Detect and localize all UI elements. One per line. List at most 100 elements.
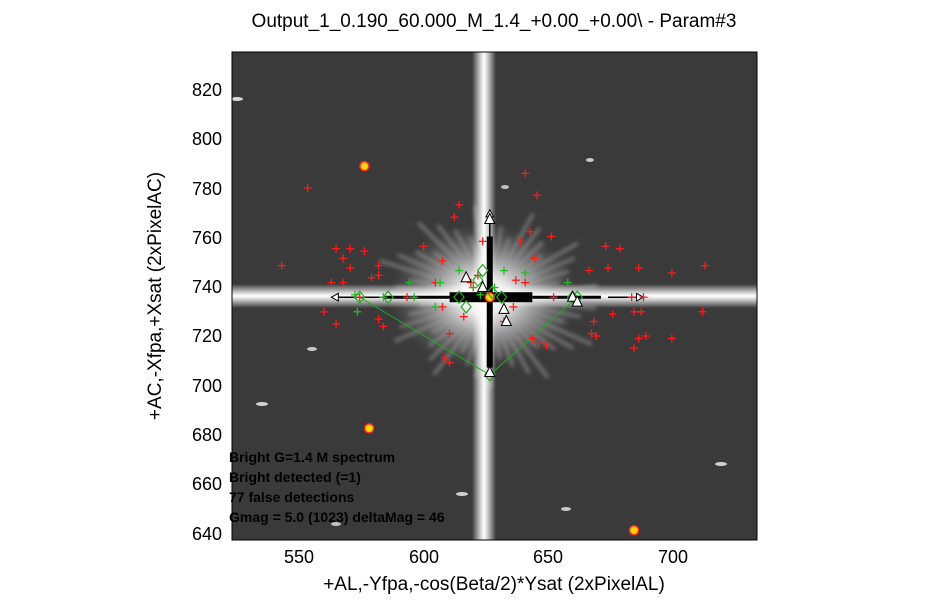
plus-marker	[700, 261, 709, 270]
plus-marker	[563, 278, 572, 287]
plus-marker	[327, 278, 336, 287]
plus-marker	[320, 307, 329, 316]
diamond-marker	[486, 285, 498, 300]
annotation-line: Gmag = 5.0 (1023) deltaMag = 46	[229, 509, 445, 525]
y-tick-label: 800	[192, 129, 222, 149]
plus-marker	[438, 302, 447, 311]
triangle-marker	[498, 302, 510, 314]
faint-source	[331, 522, 341, 526]
plus-marker	[667, 268, 676, 277]
plus-marker	[445, 329, 454, 338]
plus-marker	[589, 317, 598, 326]
plus-marker	[521, 268, 530, 277]
y-tick-label: 820	[192, 80, 222, 100]
plus-marker	[637, 307, 646, 316]
plus-marker	[516, 237, 525, 246]
plus-marker	[339, 278, 348, 287]
y-axis-label: +AC,-Xfpa,+Xsat (2xPixelAC)	[145, 172, 166, 420]
plus-marker	[547, 232, 556, 241]
vector-arrow-head	[330, 292, 339, 302]
chart-title: Output_1_0.190_60.000_M_1.4_+0.00_+0.00\…	[252, 11, 737, 32]
y-tick-label: 720	[192, 326, 222, 346]
plus-marker	[634, 264, 643, 273]
annotation-box: Bright G=1.4 M spectrum Bright detected …	[229, 449, 445, 525]
plus-marker	[627, 293, 636, 302]
diamond-marker	[382, 290, 394, 305]
plus-marker	[542, 341, 551, 350]
plus-marker	[445, 358, 454, 367]
plus-marker	[478, 237, 487, 246]
plus-marker	[604, 264, 613, 273]
diamond-marker	[453, 290, 465, 305]
x-tick-label: 700	[658, 547, 688, 567]
plus-marker	[374, 261, 383, 270]
faint-source	[715, 462, 727, 466]
plus-marker	[698, 307, 707, 316]
plus-marker	[455, 200, 464, 209]
plus-marker	[410, 293, 419, 302]
plus-marker	[450, 213, 459, 222]
y-tick-label: 760	[192, 228, 222, 248]
plus-marker	[608, 310, 617, 319]
triangle-marker	[566, 290, 579, 302]
triangle-marker	[571, 294, 584, 307]
triangle-marker	[460, 270, 472, 283]
plus-marker	[419, 242, 428, 251]
plus-marker	[535, 339, 544, 348]
plus-marker	[585, 266, 594, 275]
annotation-line: Bright G=1.4 M spectrum	[229, 449, 395, 465]
circle-marker	[359, 160, 370, 172]
y-tick-label: 640	[192, 524, 222, 544]
triangle-marker	[500, 314, 513, 326]
diamond-marker	[353, 290, 366, 305]
circle-marker	[628, 525, 640, 536]
faint-source	[586, 158, 594, 162]
plus-marker	[667, 334, 676, 343]
plus-marker	[601, 242, 610, 251]
plus-marker	[332, 319, 341, 328]
plus-marker	[630, 307, 639, 316]
plus-marker	[634, 334, 643, 343]
annotation-line: Bright detected (=1)	[229, 469, 361, 485]
diamond-marker	[476, 263, 489, 278]
plus-marker	[436, 278, 445, 287]
axis-ticks: 550 600 650 700 640 660 680 700 720 740 …	[192, 80, 688, 567]
plus-marker	[499, 266, 508, 275]
plus-marker	[509, 302, 518, 311]
faint-source	[307, 347, 317, 351]
plus-marker	[332, 244, 341, 253]
diamond-marker	[566, 290, 579, 305]
plus-marker	[374, 271, 383, 280]
plus-marker	[374, 315, 383, 324]
plus-marker	[353, 307, 362, 316]
plus-marker	[476, 290, 485, 299]
plus-marker	[530, 254, 539, 263]
plus-marker	[639, 293, 648, 302]
y-tick-label: 740	[192, 277, 222, 297]
diamond-marker	[472, 273, 484, 288]
plot-area	[232, 52, 757, 540]
plus-marker	[455, 266, 464, 275]
plus-marker	[403, 293, 411, 302]
circle-marker	[484, 291, 496, 303]
x-tick-label: 550	[284, 547, 314, 567]
plus-marker	[379, 322, 388, 331]
markers	[277, 160, 709, 536]
plus-marker	[355, 293, 364, 302]
plus-marker	[525, 227, 534, 236]
plus-marker	[511, 276, 520, 285]
faint-source	[256, 402, 268, 406]
diamond-marker	[460, 299, 472, 314]
plot-frame	[231, 51, 758, 541]
faint-source	[501, 185, 509, 189]
triangle-marker	[483, 212, 496, 225]
plus-marker	[549, 293, 558, 302]
faint-source	[232, 97, 243, 101]
plus-marker	[528, 334, 537, 343]
y-tick-label: 780	[192, 179, 222, 199]
triangle-marker	[483, 365, 496, 377]
plus-marker	[277, 261, 286, 270]
plus-marker	[615, 244, 624, 253]
y-tick-label: 700	[192, 376, 222, 396]
